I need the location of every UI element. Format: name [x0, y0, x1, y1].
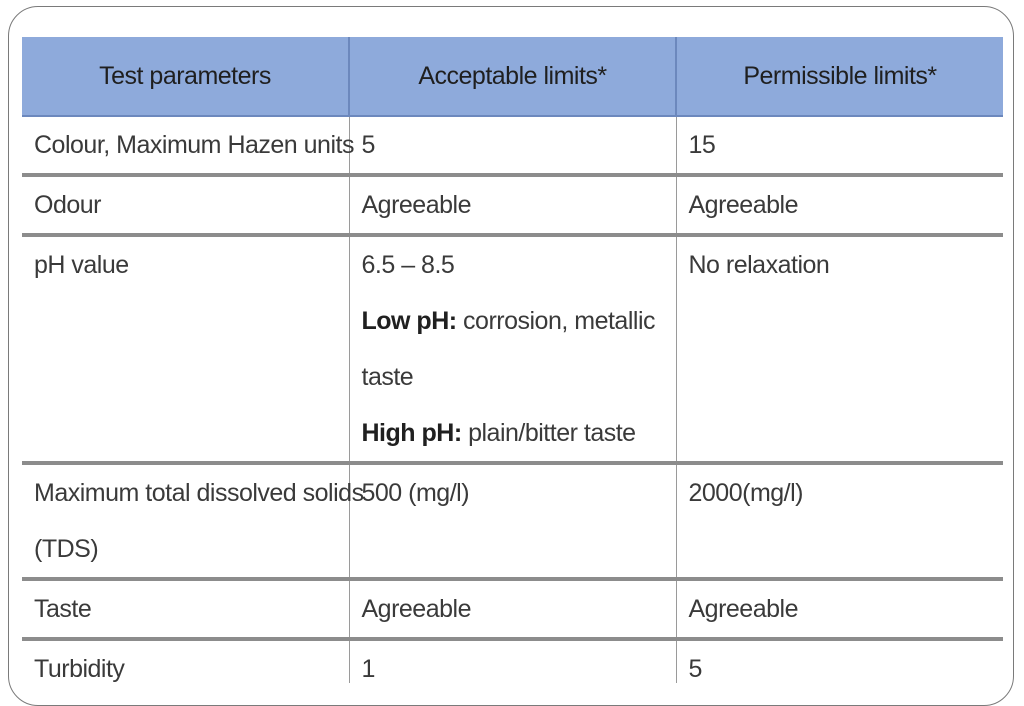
table-row-tds: Maximum total dissolved solids (TDS) 500…: [22, 463, 1003, 581]
ph-note-low-label: Low pH:: [361, 307, 458, 335]
cell-permissible: 5: [676, 639, 1003, 683]
cell-parameter: Odour: [22, 175, 350, 237]
cell-permissible: 15: [676, 116, 1003, 177]
table-row-odour: Odour Agreeable Agreeable: [22, 175, 1003, 237]
cell-permissible: Agreeable: [676, 579, 1003, 641]
cell-acceptable: 1: [349, 639, 677, 683]
cell-permissible: Agreeable: [676, 175, 1003, 237]
cell-parameter: Turbidity: [22, 639, 350, 683]
ph-note-high-label: High pH:: [361, 419, 463, 447]
tds-label-line2: (TDS): [34, 535, 99, 563]
ph-note-high: High pH: plain/bitter taste: [362, 405, 666, 461]
ph-note-low-text: corrosion, metallic: [456, 307, 655, 335]
table-row-ph: pH value 6.5 – 8.5 Low pH: corrosion, me…: [22, 235, 1003, 465]
ph-range: 6.5 – 8.5: [361, 251, 455, 279]
ph-note-low-cont: taste: [361, 363, 414, 391]
header-test-parameters: Test parameters: [22, 37, 350, 117]
tds-label-line1: Maximum total dissolved solids: [34, 479, 364, 507]
water-quality-table: Test parameters Acceptable limits* Permi…: [22, 37, 1003, 683]
table-row-colour: Colour, Maximum Hazen units 5 15: [22, 116, 1003, 177]
cell-acceptable: Agreeable: [349, 579, 677, 641]
ph-note-high-text: plain/bitter taste: [461, 419, 636, 447]
header-acceptable-limits: Acceptable limits*: [349, 37, 677, 117]
cell-acceptable: Agreeable: [349, 175, 677, 237]
table-container: Test parameters Acceptable limits* Permi…: [22, 37, 1003, 683]
table-row-taste: Taste Agreeable Agreeable: [22, 579, 1003, 641]
cell-parameter: Colour, Maximum Hazen units: [22, 116, 354, 177]
cell-acceptable-ph: 6.5 – 8.5 Low pH: corrosion, metallic ta…: [349, 235, 677, 465]
cell-permissible: 2000(mg/l): [676, 463, 1003, 581]
cell-permissible: No relaxation: [676, 235, 1003, 465]
table-row-turbidity: Turbidity 1 5: [22, 639, 1003, 683]
cell-parameter: Taste: [22, 579, 350, 641]
cell-acceptable: 500 (mg/l): [349, 463, 677, 581]
cell-parameter: pH value: [22, 235, 350, 465]
table-header-row: Test parameters Acceptable limits* Permi…: [22, 37, 1003, 117]
header-permissible-limits: Permissible limits*: [676, 37, 1003, 117]
cell-acceptable: 5: [349, 116, 677, 177]
ph-note-low: Low pH: corrosion, metallic: [362, 293, 666, 349]
cell-parameter-tds: Maximum total dissolved solids (TDS): [22, 463, 364, 581]
